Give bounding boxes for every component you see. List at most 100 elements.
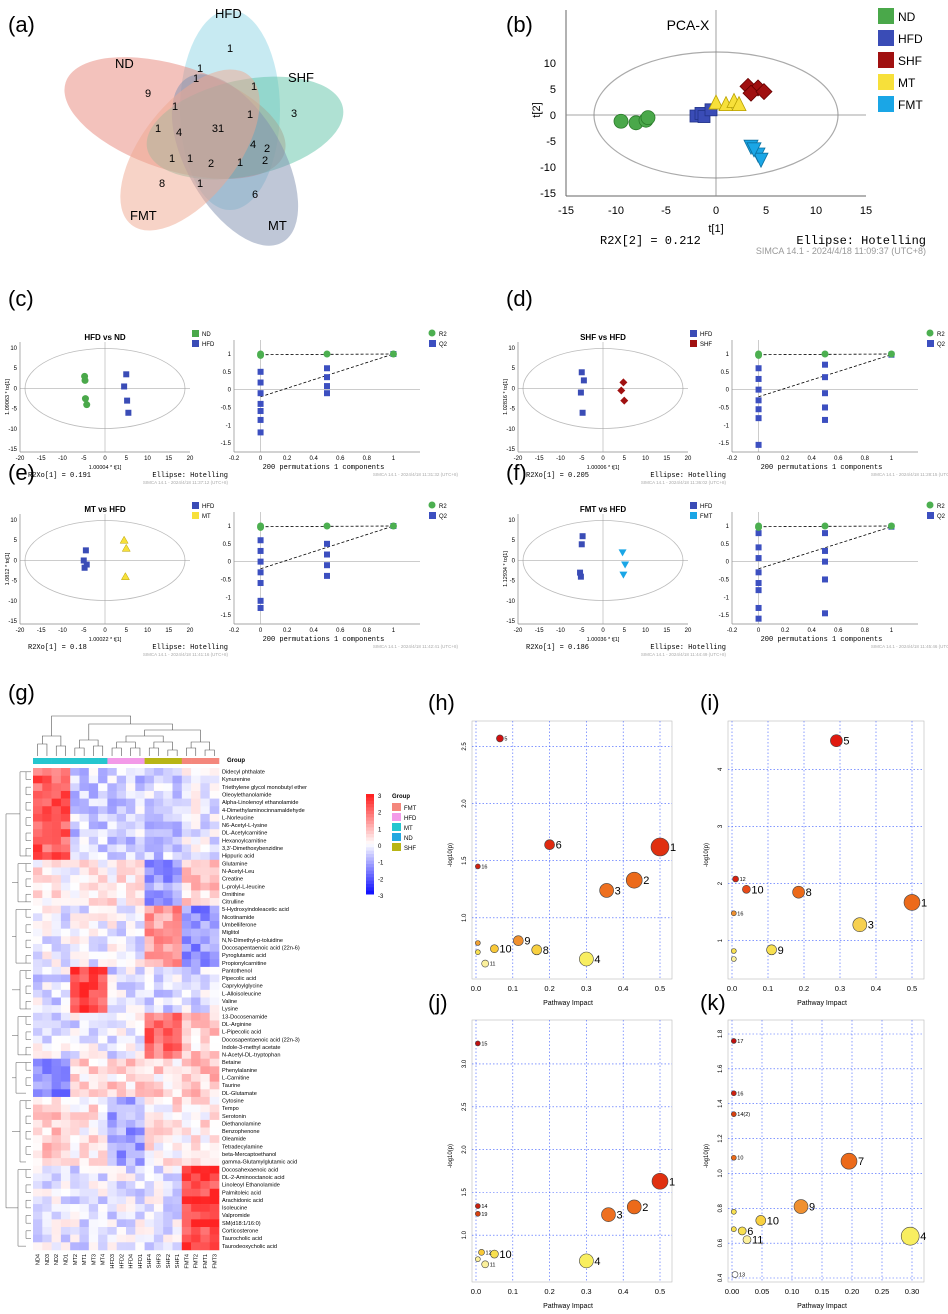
- heatmap-cell: [70, 798, 80, 807]
- perm-xtick: 0: [259, 456, 263, 462]
- heatmap-cell: [191, 1089, 201, 1098]
- perm-r2-point: [821, 350, 829, 358]
- heatmap-scale-step: [366, 814, 374, 818]
- heatmap-cell: [200, 1188, 210, 1197]
- heatmap-cell: [116, 1089, 127, 1098]
- perm-ytick: -1.5: [221, 613, 232, 619]
- heatmap-cell: [144, 913, 155, 922]
- pathway-bubble: [852, 917, 868, 933]
- score-ytick: 5: [512, 538, 516, 544]
- heatmap-cell: [98, 989, 108, 998]
- score-legend-swatch: [690, 340, 697, 347]
- heatmap-row-label: Betaine: [222, 1060, 241, 1066]
- dendrogram-branch: [25, 1230, 31, 1239]
- heatmap-cell: [79, 1127, 90, 1136]
- score-xtick: 20: [685, 456, 692, 462]
- heatmap-cell: [70, 982, 80, 991]
- pathway-ytick: 1.4: [718, 1099, 724, 1108]
- heatmap-cell: [126, 836, 136, 845]
- pathway-xtick: 0.1: [508, 984, 518, 993]
- heatmap-cell: [51, 1066, 62, 1075]
- heatmap-cell: [98, 859, 108, 868]
- heatmap-row-label: Cytosine: [222, 1098, 244, 1104]
- heatmap-cell: [79, 1020, 90, 1029]
- heatmap-cell: [209, 1204, 220, 1212]
- heatmap-cell: [153, 905, 164, 914]
- heatmap-cell: [79, 1096, 90, 1105]
- heatmap-cell: [79, 1051, 90, 1059]
- heatmap-cell: [42, 1150, 52, 1159]
- heatmap-cell: [98, 928, 108, 937]
- heatmap-group-bar: [42, 758, 52, 764]
- heatmap-cell: [88, 1119, 99, 1128]
- score-legend-label: ND: [202, 332, 211, 338]
- heatmap-cell: [209, 1181, 220, 1190]
- heatmap-cell: [98, 966, 108, 975]
- heatmap-cell: [70, 1204, 80, 1212]
- heatmap-cell: [79, 1104, 90, 1113]
- perm-ytick: 1: [726, 352, 730, 358]
- score-point-hfd: [578, 369, 585, 376]
- heatmap-cell: [191, 790, 201, 799]
- heatmap-cell: [172, 974, 183, 983]
- heatmap-cell: [116, 1204, 127, 1212]
- heatmap-cell: [79, 1012, 90, 1021]
- heatmap-cell: [153, 1058, 164, 1067]
- heatmap-col-label: SHF3: [157, 1254, 163, 1268]
- pathway-xtick: 0.00: [725, 1287, 740, 1296]
- heatmap-cell: [163, 1142, 173, 1151]
- heatmap-cell: [88, 1127, 99, 1136]
- heatmap-cell: [116, 1104, 127, 1113]
- pathway-bubble: [481, 959, 490, 968]
- heatmap-cell: [107, 913, 117, 922]
- heatmap-cell: [88, 905, 99, 914]
- heatmap-cell: [51, 875, 62, 884]
- heatmap-cell: [98, 1188, 108, 1197]
- heatmap-cell: [60, 790, 71, 799]
- heatmap-cell: [70, 974, 80, 983]
- heatmap-cell: [107, 1035, 117, 1044]
- perm-simca: SIMCA 14.1 - 2024/4/18 11:42:41 (UTC+8): [373, 644, 459, 649]
- heatmap-cell: [172, 890, 183, 899]
- opls-panel-3: MT vs HFD-20 -15 -10 -5 0 5 10 15 201050-5-10-15…: [5, 501, 459, 657]
- heatmap-cell: [126, 959, 136, 968]
- perm-ytick: -1.5: [719, 441, 730, 447]
- pca-xtick: 10: [810, 205, 822, 217]
- heatmap-cell: [51, 1242, 62, 1251]
- heatmap-cell: [60, 936, 71, 945]
- heatmap-cell: [88, 974, 99, 983]
- pathway-ytick: 0.6: [718, 1238, 724, 1247]
- heatmap-cell: [107, 1081, 117, 1090]
- heatmap-cell: [153, 836, 164, 845]
- heatmap-cell: [60, 867, 71, 876]
- heatmap-col-label: MT4: [101, 1254, 107, 1265]
- heatmap-row-label: DL-2-Aminooctanoic acid: [222, 1175, 285, 1181]
- heatmap-cell: [116, 798, 127, 807]
- heatmap-row-label: Corticosterone: [222, 1229, 258, 1235]
- perm-r2-point: [389, 522, 397, 530]
- score-xtick: -10: [556, 628, 565, 634]
- heatmap-cell: [79, 1227, 90, 1235]
- heatmap-cell: [172, 1089, 183, 1098]
- heatmap-scale-step: [366, 877, 374, 882]
- heatmap-cell: [79, 928, 90, 937]
- heatmap-cell: [33, 775, 43, 784]
- heatmap-cell: [135, 1051, 145, 1059]
- heatmap-cell: [51, 1089, 62, 1098]
- heatmap-cell: [126, 859, 136, 868]
- heatmap-cell: [70, 1219, 80, 1228]
- heatmap-cell: [70, 1135, 80, 1144]
- heatmap-cell: [60, 1012, 71, 1021]
- heatmap-cell: [191, 1112, 201, 1121]
- heatmap-cell: [200, 867, 210, 876]
- score-ytick: 0: [14, 558, 18, 564]
- heatmap-cell: [191, 852, 201, 861]
- heatmap-cell: [107, 829, 117, 838]
- perm-xtick: 0.2: [781, 628, 790, 634]
- heatmap-cell: [209, 1142, 220, 1151]
- pathway-bubble: [599, 883, 614, 898]
- heatmap-cell: [172, 1219, 183, 1228]
- heatmap-cell: [107, 1234, 117, 1243]
- heatmap-cell: [116, 936, 127, 945]
- pathway-bubble: [513, 935, 524, 947]
